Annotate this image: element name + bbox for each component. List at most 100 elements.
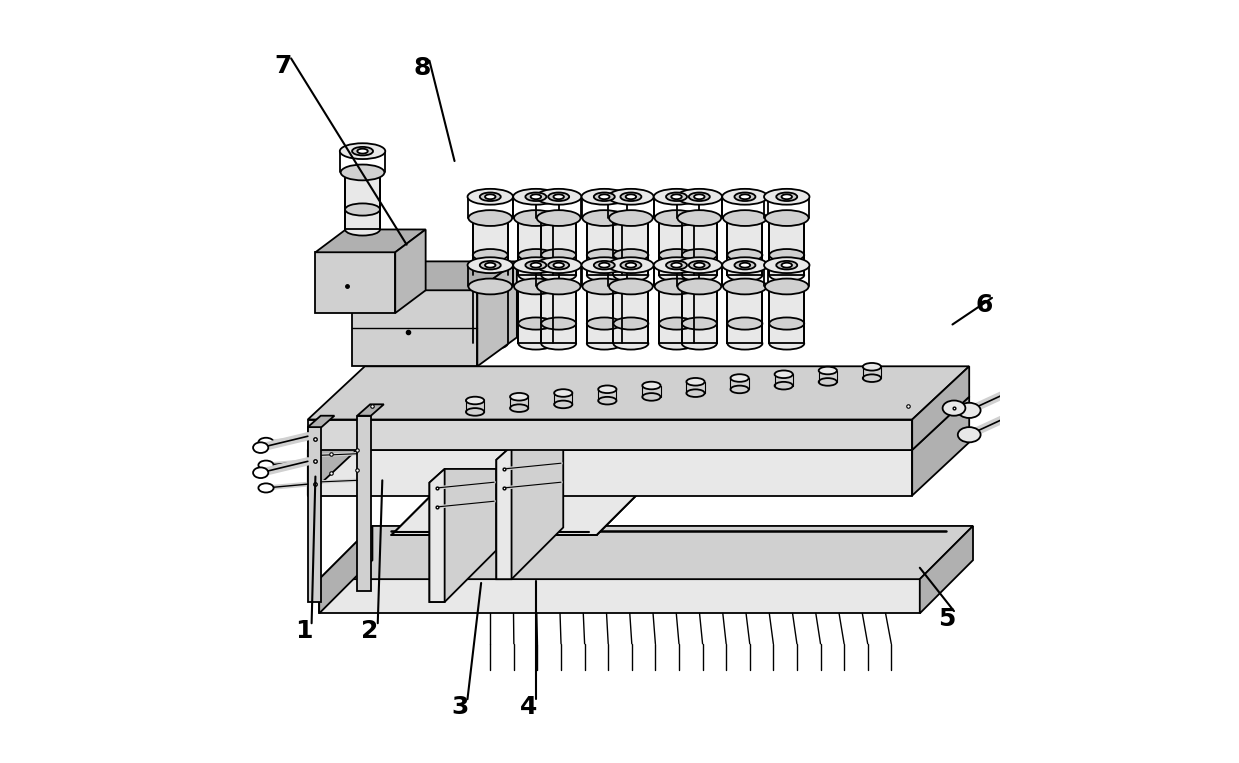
Ellipse shape [659, 337, 694, 349]
Ellipse shape [819, 367, 836, 375]
Ellipse shape [724, 210, 767, 226]
Ellipse shape [1011, 407, 1026, 417]
Ellipse shape [642, 382, 660, 389]
Ellipse shape [473, 269, 508, 281]
Ellipse shape [525, 192, 546, 201]
Ellipse shape [678, 210, 721, 226]
Ellipse shape [518, 337, 554, 349]
Ellipse shape [694, 262, 705, 268]
Ellipse shape [253, 443, 269, 453]
Ellipse shape [626, 262, 636, 268]
Ellipse shape [259, 484, 274, 492]
Ellipse shape [581, 189, 627, 204]
Text: 1: 1 [295, 619, 312, 643]
Ellipse shape [608, 189, 654, 204]
Ellipse shape [610, 210, 653, 226]
Polygon shape [727, 286, 762, 343]
Ellipse shape [782, 195, 792, 199]
Ellipse shape [466, 397, 484, 404]
Ellipse shape [554, 401, 572, 408]
Ellipse shape [740, 195, 750, 199]
Ellipse shape [731, 385, 748, 393]
Ellipse shape [681, 269, 717, 281]
Ellipse shape [510, 404, 528, 412]
Ellipse shape [735, 192, 756, 201]
Polygon shape [518, 286, 554, 343]
Polygon shape [541, 218, 576, 275]
Ellipse shape [769, 337, 804, 349]
Polygon shape [357, 416, 370, 591]
Polygon shape [352, 290, 477, 366]
Ellipse shape [259, 438, 274, 447]
Ellipse shape [862, 375, 881, 382]
Ellipse shape [466, 408, 484, 416]
Ellipse shape [582, 278, 626, 295]
Polygon shape [307, 450, 912, 495]
Ellipse shape [722, 189, 768, 204]
Ellipse shape [467, 189, 513, 204]
Ellipse shape [518, 249, 554, 261]
Ellipse shape [467, 257, 513, 273]
Polygon shape [659, 218, 694, 275]
Ellipse shape [541, 269, 576, 281]
Polygon shape [430, 469, 497, 602]
Ellipse shape [479, 261, 501, 269]
Ellipse shape [667, 192, 686, 201]
Ellipse shape [958, 403, 980, 418]
Ellipse shape [613, 337, 648, 349]
Polygon shape [473, 286, 508, 343]
Ellipse shape [352, 147, 373, 156]
Ellipse shape [593, 261, 615, 269]
Ellipse shape [777, 192, 797, 201]
Ellipse shape [339, 143, 385, 159]
Polygon shape [357, 404, 384, 416]
Ellipse shape [659, 269, 694, 281]
Ellipse shape [654, 189, 699, 204]
Ellipse shape [681, 337, 717, 349]
Polygon shape [681, 218, 717, 275]
Ellipse shape [694, 195, 705, 199]
Ellipse shape [727, 249, 762, 261]
Ellipse shape [642, 393, 660, 401]
Ellipse shape [548, 192, 569, 201]
Ellipse shape [357, 149, 368, 153]
Ellipse shape [253, 468, 269, 478]
Ellipse shape [479, 192, 501, 201]
Text: 3: 3 [451, 695, 468, 719]
Ellipse shape [689, 192, 710, 201]
Polygon shape [395, 230, 426, 313]
Ellipse shape [764, 210, 809, 226]
Ellipse shape [341, 165, 384, 180]
Polygon shape [518, 218, 554, 275]
Ellipse shape [582, 210, 626, 226]
Ellipse shape [1011, 382, 1026, 393]
Polygon shape [497, 446, 512, 579]
Ellipse shape [587, 317, 622, 330]
Ellipse shape [777, 261, 797, 269]
Ellipse shape [769, 249, 804, 261]
Ellipse shape [943, 401, 965, 416]
Ellipse shape [654, 257, 699, 273]
Ellipse shape [510, 393, 528, 401]
Polygon shape [320, 526, 973, 579]
Ellipse shape [774, 382, 793, 389]
Polygon shape [613, 286, 648, 343]
Ellipse shape [681, 317, 717, 330]
Ellipse shape [621, 192, 642, 201]
Ellipse shape [484, 195, 496, 199]
Ellipse shape [613, 317, 648, 330]
Ellipse shape [727, 317, 762, 330]
Polygon shape [316, 230, 426, 253]
Ellipse shape [724, 278, 767, 295]
Ellipse shape [513, 189, 559, 204]
Polygon shape [352, 262, 517, 290]
Ellipse shape [722, 257, 768, 273]
Ellipse shape [541, 317, 576, 330]
Ellipse shape [536, 210, 581, 226]
Polygon shape [344, 172, 380, 230]
Polygon shape [307, 397, 364, 495]
Ellipse shape [672, 262, 681, 268]
Ellipse shape [484, 262, 496, 268]
Ellipse shape [513, 257, 559, 273]
Ellipse shape [518, 269, 554, 281]
